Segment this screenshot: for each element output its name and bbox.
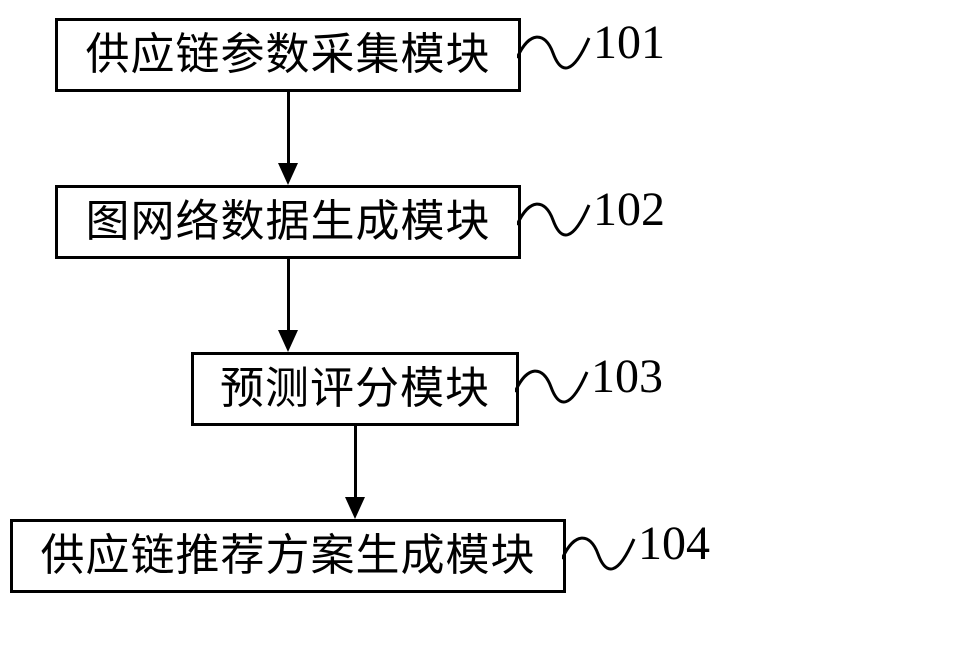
flowchart-container: 供应链参数采集模块 101 图网络数据生成模块 102 预测评分模块 103 供应链推荐方案…: [0, 0, 974, 647]
flow-edge-line: [287, 92, 290, 163]
flow-node-text: 供应链参数采集模块: [86, 33, 491, 77]
flow-edge-line: [354, 426, 357, 497]
flow-node-label: 103: [591, 353, 663, 401]
flow-node-text: 图网络数据生成模块: [86, 200, 491, 244]
flow-node-label: 102: [593, 186, 665, 234]
flow-edge-arrowhead: [278, 163, 298, 185]
squiggle-connector: [562, 524, 642, 584]
flow-node-label: 101: [593, 19, 665, 67]
flow-node-n3: 预测评分模块: [191, 352, 519, 426]
flow-edge-arrowhead: [345, 497, 365, 519]
flow-node-text: 预测评分模块: [220, 367, 490, 411]
squiggle-connector: [517, 23, 597, 83]
flow-node-n1: 供应链参数采集模块: [55, 18, 521, 92]
flow-edge-arrowhead: [278, 330, 298, 352]
flow-edge-line: [287, 259, 290, 330]
squiggle-connector: [515, 357, 595, 417]
squiggle-connector: [517, 190, 597, 250]
flow-node-n2: 图网络数据生成模块: [55, 185, 521, 259]
flow-node-label: 104: [638, 520, 710, 568]
flow-node-text: 供应链推荐方案生成模块: [41, 534, 536, 578]
flow-node-n4: 供应链推荐方案生成模块: [10, 519, 566, 593]
